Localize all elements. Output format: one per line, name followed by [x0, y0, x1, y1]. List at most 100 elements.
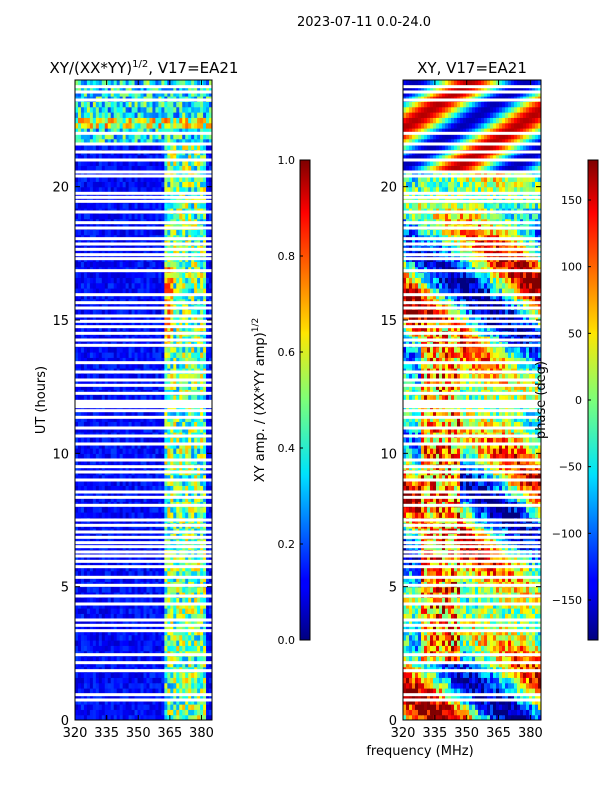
amplitude-heatmap-cell [116, 629, 121, 636]
amplitude-heatmap-cell [149, 314, 154, 321]
amplitude-heatmap-cell [75, 138, 79, 145]
amplitude-heatmap-cell [188, 165, 192, 172]
amplitude-heatmap-cell [134, 405, 139, 412]
amplitude-heatmap-cell [179, 165, 183, 172]
amplitude-heatmap-cell [209, 688, 212, 694]
amplitude-heatmap-cell [77, 309, 82, 316]
amplitude-heatmap-cell [134, 165, 139, 172]
amplitude-heatmap-cell [95, 213, 100, 220]
amplitude-heatmap-cell [101, 474, 106, 481]
amplitude-heatmap-cell [75, 672, 79, 678]
amplitude-heatmap-cell [206, 314, 210, 321]
amplitude-heatmap-cell [167, 346, 171, 353]
amplitude-heatmap-cell [104, 645, 109, 652]
amplitude-heatmap-cell [182, 405, 186, 412]
amplitude-heatmap-cell [80, 357, 85, 364]
amplitude-heatmap-cell [86, 138, 91, 145]
amplitude-heatmap-cell [167, 325, 171, 332]
amplitude-heatmap-cell [197, 320, 201, 326]
amplitude-heatmap-cell [83, 704, 88, 710]
amplitude-heatmap-cell [137, 426, 142, 433]
amplitude-heatmap-cell [170, 261, 174, 268]
amplitude-heatmap-cell [158, 688, 162, 694]
amplitude-heatmap-cell [75, 160, 79, 166]
amplitude-heatmap-cell [191, 165, 195, 172]
amplitude-heatmap-cell [122, 144, 127, 150]
amplitude-heatmap-cell [173, 410, 177, 417]
amplitude-heatmap-cell [80, 602, 85, 609]
amplitude-heatmap-cell [83, 448, 88, 454]
amplitude-heatmap-cell [125, 272, 130, 278]
amplitude-heatmap-cell [155, 485, 159, 492]
amplitude-heatmap-cell [161, 314, 165, 321]
amplitude-heatmap-cell [110, 693, 115, 700]
amplitude-heatmap-cell [146, 624, 151, 630]
amplitude-heatmap-cell [164, 576, 168, 582]
amplitude-heatmap-cell [197, 576, 201, 582]
amplitude-heatmap-cell [125, 261, 130, 268]
amplitude-heatmap-cell [146, 229, 151, 236]
amplitude-heatmap-cell [77, 176, 82, 182]
amplitude-heatmap-cell [209, 682, 212, 689]
amplitude-heatmap-cell [173, 512, 177, 518]
amplitude-heatmap-cell [188, 320, 192, 326]
amplitude-heatmap-cell [134, 597, 139, 604]
amplitude-heatmap-cell [176, 629, 180, 636]
amplitude-heatmap-cell [197, 645, 201, 652]
amplitude-heatmap-cell [176, 608, 180, 614]
amplitude-heatmap-cell [206, 458, 210, 465]
amplitude-heatmap-cell [167, 613, 171, 620]
amplitude-heatmap-cell [86, 144, 91, 150]
amplitude-heatmap-cell [143, 645, 148, 652]
amplitude-heatmap-cell [194, 602, 198, 609]
amplitude-heatmap-cell [155, 288, 159, 294]
amplitude-heatmap-cell [173, 490, 177, 497]
amplitude-heatmap-cell [191, 320, 195, 326]
amplitude-heatmap-cell [164, 560, 168, 566]
amplitude-heatmap-cell [191, 378, 195, 385]
amplitude-heatmap-cell [77, 661, 82, 668]
amplitude-heatmap-cell [137, 693, 142, 700]
amplitude-heatmap-cell [110, 597, 115, 604]
amplitude-heatmap-cell [75, 293, 79, 300]
amplitude-heatmap-cell [101, 613, 106, 620]
amplitude-heatmap-cell [86, 634, 91, 641]
amplitude-heatmap-cell [140, 160, 145, 166]
amplitude-heatmap-cell [191, 282, 195, 289]
amplitude-heatmap-cell [95, 570, 100, 577]
amplitude-heatmap-cell [203, 277, 207, 284]
amplitude-heatmap-cell [140, 608, 145, 614]
amplitude-heatmap-cell [92, 421, 97, 428]
amplitude-heatmap-cell [206, 426, 210, 433]
amplitude-heatmap-cell [107, 458, 112, 465]
amplitude-heatmap-cell [125, 352, 130, 358]
amplitude-heatmap-cell [170, 202, 174, 209]
amplitude-heatmap-cell [188, 154, 192, 161]
amplitude-heatmap-cell [146, 144, 151, 150]
amplitude-heatmap-cell [191, 554, 195, 561]
amplitude-heatmap-cell [191, 453, 195, 460]
amplitude-heatmap-cell [170, 229, 174, 236]
amplitude-heatmap-cell [86, 453, 91, 460]
amplitude-heatmap-cell [173, 144, 177, 150]
amplitude-heatmap-cell [125, 410, 130, 417]
amplitude-heatmap-cell [140, 373, 145, 380]
amplitude-heatmap-cell [158, 640, 162, 646]
amplitude-heatmap-cell [182, 282, 186, 289]
amplitude-heatmap-cell [83, 277, 88, 284]
amplitude-heatmap-cell [185, 512, 189, 518]
amplitude-heatmap-cell [113, 325, 118, 332]
amplitude-heatmap-cell [143, 277, 148, 284]
amplitude-heatmap-cell [110, 288, 115, 294]
amplitude-heatmap-cell [75, 154, 79, 161]
amplitude-heatmap-cell [167, 261, 171, 268]
amplitude-heatmap-cell [143, 405, 148, 412]
amplitude-heatmap-cell [206, 693, 210, 700]
amplitude-heatmap-cell [155, 410, 159, 417]
amplitude-heatmap-cell [80, 608, 85, 614]
amplitude-heatmap-cell [164, 437, 168, 444]
amplitude-heatmap-cell [194, 144, 198, 150]
amplitude-heatmap-cell [119, 714, 124, 720]
amplitude-heatmap-cell [107, 512, 112, 518]
amplitude-heatmap-cell [98, 485, 103, 492]
